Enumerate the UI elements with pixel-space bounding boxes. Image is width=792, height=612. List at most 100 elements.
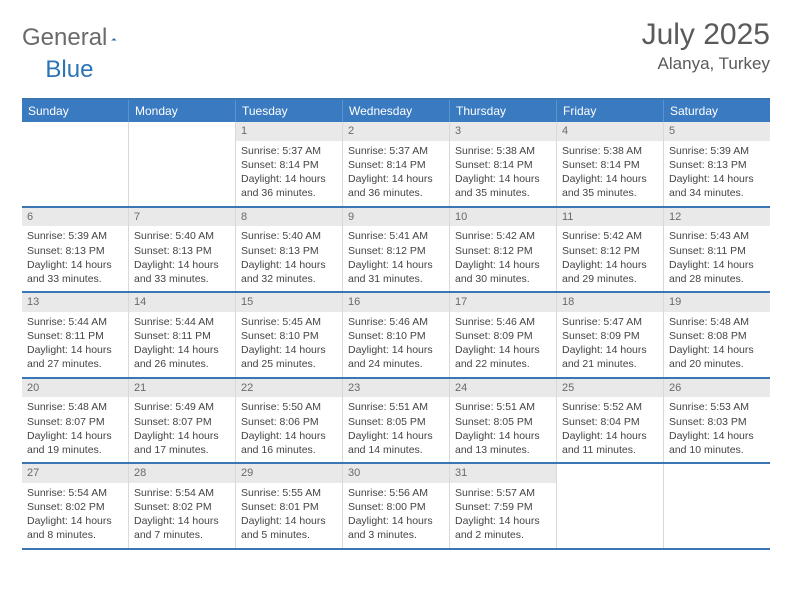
day-body: Sunrise: 5:49 AMSunset: 8:07 PMDaylight:… [129,397,235,462]
sunrise-line: Sunrise: 5:43 AM [669,229,765,243]
daylight-line: Daylight: 14 hours and 26 minutes. [134,343,230,371]
day-of-week-row: SundayMondayTuesdayWednesdayThursdayFrid… [22,100,770,122]
day-body: Sunrise: 5:54 AMSunset: 8:02 PMDaylight:… [129,483,235,548]
day-number: 9 [343,208,449,227]
sunset-line: Sunset: 8:08 PM [669,329,765,343]
title-block: July 2025 Alanya, Turkey [642,18,770,74]
day-body: Sunrise: 5:48 AMSunset: 8:08 PMDaylight:… [664,312,770,377]
sunset-line: Sunset: 8:12 PM [562,244,658,258]
day-number: 2 [343,122,449,141]
sunset-line: Sunset: 8:12 PM [348,244,444,258]
day-cell: 16Sunrise: 5:46 AMSunset: 8:10 PMDayligh… [343,293,450,377]
day-cell: 7Sunrise: 5:40 AMSunset: 8:13 PMDaylight… [129,208,236,292]
day-number: 30 [343,464,449,483]
sunset-line: Sunset: 8:06 PM [241,415,337,429]
day-body: Sunrise: 5:40 AMSunset: 8:13 PMDaylight:… [129,226,235,291]
sunrise-line: Sunrise: 5:39 AM [669,144,765,158]
sunset-line: Sunset: 8:09 PM [562,329,658,343]
logo-text-1: General [22,24,107,52]
day-number: 22 [236,379,342,398]
sunrise-line: Sunrise: 5:52 AM [562,400,658,414]
day-number: 12 [664,208,770,227]
day-body: Sunrise: 5:46 AMSunset: 8:09 PMDaylight:… [450,312,556,377]
week-row: 13Sunrise: 5:44 AMSunset: 8:11 PMDayligh… [22,293,770,379]
daylight-line: Daylight: 14 hours and 32 minutes. [241,258,337,286]
sunrise-line: Sunrise: 5:48 AM [669,315,765,329]
sunset-line: Sunset: 8:13 PM [134,244,230,258]
sunset-line: Sunset: 8:04 PM [562,415,658,429]
day-cell: 22Sunrise: 5:50 AMSunset: 8:06 PMDayligh… [236,379,343,463]
day-number: 23 [343,379,449,398]
sunset-line: Sunset: 8:11 PM [669,244,765,258]
daylight-line: Daylight: 14 hours and 21 minutes. [562,343,658,371]
day-cell-empty [129,122,236,206]
sunset-line: Sunset: 8:07 PM [134,415,230,429]
daylight-line: Daylight: 14 hours and 30 minutes. [455,258,551,286]
daylight-line: Daylight: 14 hours and 14 minutes. [348,429,444,457]
daylight-line: Daylight: 14 hours and 24 minutes. [348,343,444,371]
sunrise-line: Sunrise: 5:39 AM [27,229,123,243]
day-number: 27 [22,464,128,483]
day-number: 5 [664,122,770,141]
sunset-line: Sunset: 8:14 PM [562,158,658,172]
sunset-line: Sunset: 8:10 PM [348,329,444,343]
day-body: Sunrise: 5:53 AMSunset: 8:03 PMDaylight:… [664,397,770,462]
day-cell: 17Sunrise: 5:46 AMSunset: 8:09 PMDayligh… [450,293,557,377]
day-number: 31 [450,464,556,483]
day-cell: 11Sunrise: 5:42 AMSunset: 8:12 PMDayligh… [557,208,664,292]
day-number: 7 [129,208,235,227]
day-cell: 20Sunrise: 5:48 AMSunset: 8:07 PMDayligh… [22,379,129,463]
day-number: 3 [450,122,556,141]
day-body: Sunrise: 5:50 AMSunset: 8:06 PMDaylight:… [236,397,342,462]
daylight-line: Daylight: 14 hours and 29 minutes. [562,258,658,286]
sunrise-line: Sunrise: 5:40 AM [134,229,230,243]
sunrise-line: Sunrise: 5:56 AM [348,486,444,500]
daylight-line: Daylight: 14 hours and 13 minutes. [455,429,551,457]
sunrise-line: Sunrise: 5:47 AM [562,315,658,329]
day-cell: 30Sunrise: 5:56 AMSunset: 8:00 PMDayligh… [343,464,450,548]
daylight-line: Daylight: 14 hours and 19 minutes. [27,429,123,457]
day-body: Sunrise: 5:40 AMSunset: 8:13 PMDaylight:… [236,226,342,291]
day-cell: 3Sunrise: 5:38 AMSunset: 8:14 PMDaylight… [450,122,557,206]
day-body: Sunrise: 5:44 AMSunset: 8:11 PMDaylight:… [22,312,128,377]
day-number: 17 [450,293,556,312]
dow-friday: Friday [557,100,664,122]
day-cell: 8Sunrise: 5:40 AMSunset: 8:13 PMDaylight… [236,208,343,292]
sunset-line: Sunset: 8:12 PM [455,244,551,258]
daylight-line: Daylight: 14 hours and 34 minutes. [669,172,765,200]
day-number: 4 [557,122,663,141]
sunrise-line: Sunrise: 5:37 AM [241,144,337,158]
sunset-line: Sunset: 8:03 PM [669,415,765,429]
day-body: Sunrise: 5:56 AMSunset: 8:00 PMDaylight:… [343,483,449,548]
sunrise-line: Sunrise: 5:38 AM [562,144,658,158]
day-number: 11 [557,208,663,227]
logo: General [22,18,139,52]
sunset-line: Sunset: 8:13 PM [669,158,765,172]
dow-saturday: Saturday [664,100,770,122]
sunset-line: Sunset: 8:09 PM [455,329,551,343]
sunrise-line: Sunrise: 5:45 AM [241,315,337,329]
day-cell: 5Sunrise: 5:39 AMSunset: 8:13 PMDaylight… [664,122,770,206]
day-cell: 2Sunrise: 5:37 AMSunset: 8:14 PMDaylight… [343,122,450,206]
week-row: 27Sunrise: 5:54 AMSunset: 8:02 PMDayligh… [22,464,770,550]
daylight-line: Daylight: 14 hours and 31 minutes. [348,258,444,286]
day-number: 16 [343,293,449,312]
daylight-line: Daylight: 14 hours and 3 minutes. [348,514,444,542]
daylight-line: Daylight: 14 hours and 7 minutes. [134,514,230,542]
day-cell: 6Sunrise: 5:39 AMSunset: 8:13 PMDaylight… [22,208,129,292]
day-cell: 23Sunrise: 5:51 AMSunset: 8:05 PMDayligh… [343,379,450,463]
week-row: 20Sunrise: 5:48 AMSunset: 8:07 PMDayligh… [22,379,770,465]
day-body: Sunrise: 5:51 AMSunset: 8:05 PMDaylight:… [450,397,556,462]
sunrise-line: Sunrise: 5:53 AM [669,400,765,414]
day-body: Sunrise: 5:39 AMSunset: 8:13 PMDaylight:… [664,141,770,206]
day-body: Sunrise: 5:51 AMSunset: 8:05 PMDaylight:… [343,397,449,462]
sunset-line: Sunset: 8:00 PM [348,500,444,514]
day-number: 20 [22,379,128,398]
day-cell-empty [22,122,129,206]
day-number: 1 [236,122,342,141]
sunrise-line: Sunrise: 5:55 AM [241,486,337,500]
sunset-line: Sunset: 7:59 PM [455,500,551,514]
day-body: Sunrise: 5:57 AMSunset: 7:59 PMDaylight:… [450,483,556,548]
daylight-line: Daylight: 14 hours and 36 minutes. [348,172,444,200]
day-cell: 18Sunrise: 5:47 AMSunset: 8:09 PMDayligh… [557,293,664,377]
